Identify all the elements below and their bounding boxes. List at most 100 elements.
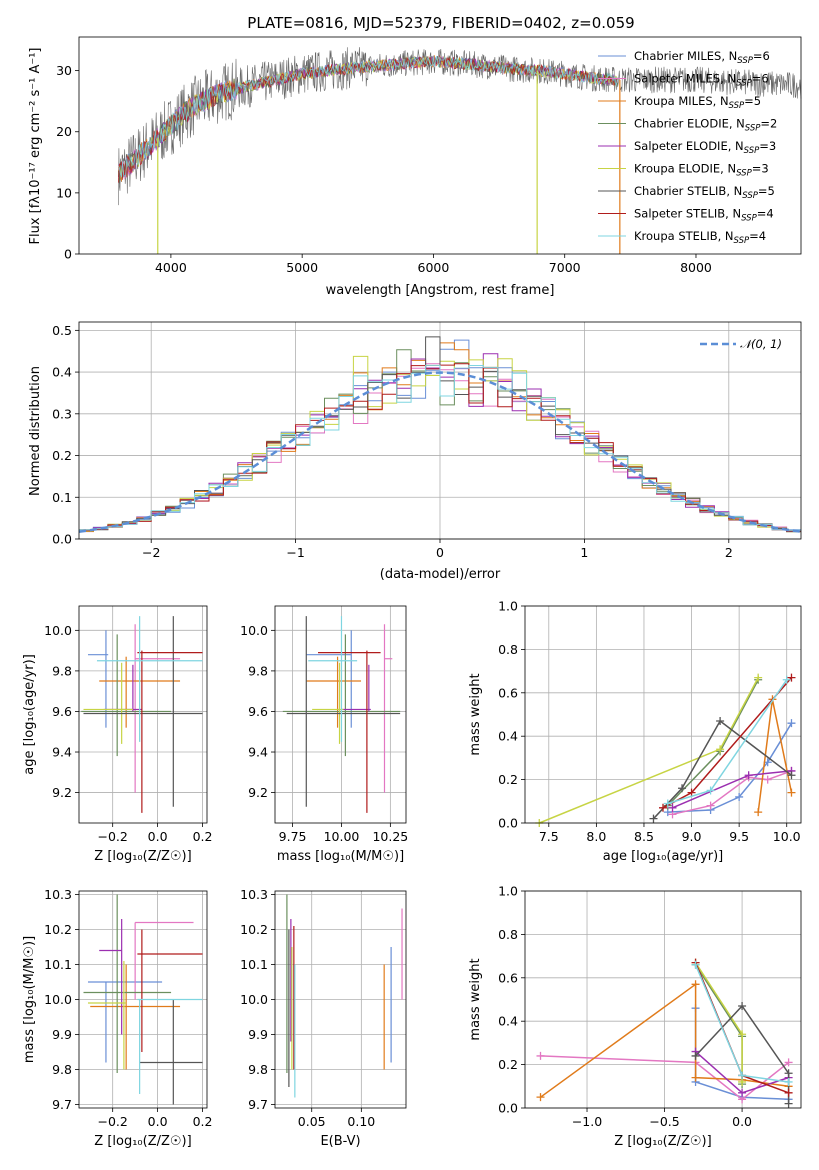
marker-salpeter-miles: [706, 801, 715, 810]
y-tick-label: 9.6: [52, 704, 72, 719]
marker-kroupa-miles: [691, 1073, 700, 1082]
y-tick-label: 9.6: [248, 704, 268, 719]
marker-kroupa-miles: [787, 788, 796, 797]
y-tick-label: 0.2: [498, 772, 518, 787]
legend-count: =4: [749, 229, 766, 243]
x-tick-label: 0.0: [148, 1114, 168, 1129]
x-tick-label: 7.5: [539, 829, 559, 844]
x-tick-label: 4000: [155, 260, 187, 275]
y-axis-label: age [log₁₀(age/yr)]: [22, 654, 37, 775]
y-tick-label: 9.8: [248, 1062, 268, 1077]
spectrum-y-label: Flux [fλ10⁻¹⁷ erg cm⁻² s⁻¹ A⁻¹]: [28, 48, 43, 245]
spectrum-frame: [78, 36, 802, 255]
y-tick-label: 0.8: [498, 642, 518, 657]
x-tick-label: 10.25: [372, 829, 408, 844]
y-tick-label: 10.2: [240, 922, 268, 937]
x-tick-label: 1: [580, 545, 588, 560]
marker-salpeter-miles: [536, 1051, 545, 1060]
legend-count: =3: [752, 162, 769, 176]
y-tick-label: 10.0: [240, 992, 268, 1007]
residuals-x-label: (data-model)/error: [380, 567, 501, 582]
marker-salpeter-stelib: [659, 803, 667, 812]
residuals-y-label: Normed distribution: [28, 366, 43, 496]
y-tick-label: 20: [56, 124, 72, 139]
y-tick-label: 0.4: [498, 729, 518, 744]
y-tick-label: 0: [64, 247, 72, 262]
y-tick-label: 10.0: [44, 992, 72, 1007]
legend-count: =4: [757, 207, 774, 221]
legend-label-chabrier-miles: Chabrier MILES, NSSP=6: [634, 49, 770, 66]
y-tick-label: 0.4: [52, 365, 72, 380]
x-tick-label: 8.0: [586, 829, 606, 844]
marker-salpeter-elodie: [668, 803, 677, 812]
marker-chabrier-stelib: [716, 717, 725, 726]
y-tick-label: 0.0: [52, 532, 72, 547]
panel-frame: [78, 605, 208, 824]
panel-frame: [524, 605, 802, 824]
x-axis-label: mass [log₁₀(M/M☉)]: [277, 849, 404, 864]
legend-count: =5: [744, 94, 761, 108]
y-tick-label: 9.8: [52, 1062, 72, 1077]
x-tick-label: 2: [725, 545, 733, 560]
legend-subscript: SSP: [744, 146, 760, 156]
y-tick-label: 10.1: [44, 957, 72, 972]
spectrum-x-ticks: 4000 5000 6000 7000 8000: [155, 254, 712, 275]
marker-kroupa-miles: [691, 980, 700, 989]
y-tick-label: 10: [56, 185, 72, 200]
marker-kroupa-elodie: [738, 1030, 747, 1039]
marker-salpeter-miles: [784, 1058, 793, 1067]
y-tick-label: 9.7: [248, 1097, 268, 1112]
spectrum-plot-area: [118, 47, 802, 254]
x-tick-label: 9.5: [729, 829, 749, 844]
y-tick-label: 9.9: [248, 1027, 268, 1042]
marker-salpeter-stelib: [687, 788, 696, 797]
x-axis-label: E(B-V): [320, 1134, 360, 1149]
marker-chabrier-stelib: [678, 784, 687, 793]
residuals-legend: 𝒩(0, 1): [700, 337, 782, 351]
model-line-kroupa-stelib: [118, 55, 618, 178]
marker-kroupa-miles: [536, 1093, 545, 1102]
y-tick-label: 0.3: [52, 406, 72, 421]
x-axis-label: Z [log₁₀(Z/Z☉)]: [614, 1134, 711, 1149]
marker-kroupa-stelib: [691, 960, 700, 969]
y-tick-label: 0.5: [52, 323, 72, 338]
y-tick-label: 30: [56, 63, 72, 78]
x-tick-label: 10.0: [773, 829, 801, 844]
marker-kroupa-stelib: [784, 1077, 793, 1086]
marker-salpeter-elodie: [738, 1088, 747, 1097]
marker-chabrier-stelib: [784, 1099, 793, 1108]
weight-line-chabrier-stelib: [695, 1004, 790, 1104]
y-tick-label: 1.0: [498, 884, 518, 899]
panel-frame: [274, 605, 407, 824]
legend-label-salpeter-miles: Salpeter MILES, NSSP=6: [634, 72, 769, 89]
marker-salpeter-elodie: [744, 771, 753, 780]
legend-label-kroupa-elodie: Kroupa ELODIE, NSSP=3: [634, 162, 769, 179]
marker-chabrier-miles: [787, 719, 796, 728]
y-tick-label: 0.6: [498, 685, 518, 700]
x-tick-label: 0.10: [347, 1114, 375, 1129]
marker-kroupa-stelib: [782, 675, 791, 684]
y-tick-label: 1.0: [498, 599, 518, 614]
legend-count: =3: [759, 139, 776, 153]
y-tick-label: 10.0: [44, 623, 72, 638]
legend-subscript: SSP: [742, 191, 758, 201]
legend-label-chabrier-stelib: Chabrier STELIB, NSSP=5: [634, 184, 775, 201]
residuals-panel: −2 −1 0 1 2 0.0 0.1 0.2 0.3 0.4 0.5 (data-model)/…: [28, 321, 802, 582]
y-tick-label: 10.0: [240, 623, 268, 638]
mass-vs-ebv-panel: 0.05 0.10 9.7 9.8 9.9 10.0 10.1 10.2 10.3 E(B-V): [240, 887, 407, 1149]
x-tick-label: −0.2: [98, 1114, 128, 1129]
y-tick-label: 9.8: [248, 663, 268, 678]
legend-count: =2: [760, 117, 777, 131]
residuals-plot-area: [78, 322, 802, 540]
x-tick-label: −1.0: [572, 1114, 602, 1129]
legend-subscript: SSP: [736, 169, 752, 179]
weight-line-salpeter-miles: [540, 1055, 790, 1101]
residuals-x-ticks: −2 −1 0 1 2: [142, 539, 733, 560]
marker-chabrier-stelib: [691, 1051, 700, 1060]
y-tick-label: 9.9: [52, 1027, 72, 1042]
marker-kroupa-stelib: [738, 1071, 747, 1080]
y-tick-label: 0.8: [498, 927, 518, 942]
y-tick-label: 0.4: [498, 1014, 518, 1029]
y-axis-label: mass weight: [468, 958, 483, 1040]
x-tick-label: 5000: [286, 260, 318, 275]
